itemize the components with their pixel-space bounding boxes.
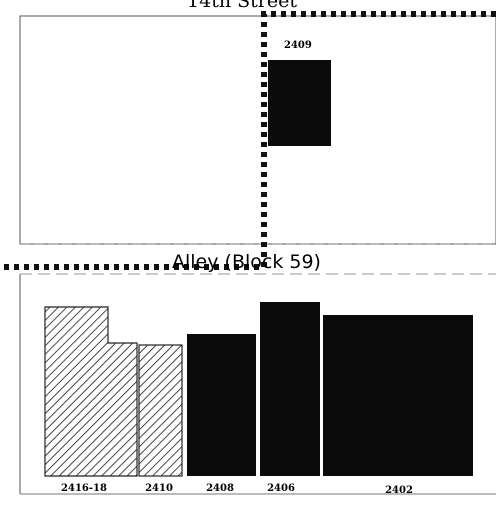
- lot-2416-18-building: [44, 306, 138, 477]
- lot-2410-label: 2410: [145, 483, 173, 494]
- lot-2408-label: 2408: [206, 483, 234, 494]
- upper-block-outline: [19, 15, 496, 245]
- lot-2402-label: 2402: [385, 485, 413, 496]
- lot-2410-building: [138, 344, 183, 477]
- dotted-boundary: [0, 11, 496, 270]
- lot-2406-label: 2406: [267, 483, 295, 494]
- lot-2409-label: 2409: [284, 40, 312, 51]
- lot-2416-18-label: 2416-18: [61, 483, 107, 494]
- alley-label: Alley (Block 59): [172, 251, 321, 273]
- lot-2409-building: [268, 60, 331, 146]
- lot-2406-building: [260, 302, 320, 476]
- lot-2402-building: [323, 315, 473, 476]
- lot-2408-building: [187, 334, 256, 476]
- street-label-top: 14th Street: [187, 0, 297, 12]
